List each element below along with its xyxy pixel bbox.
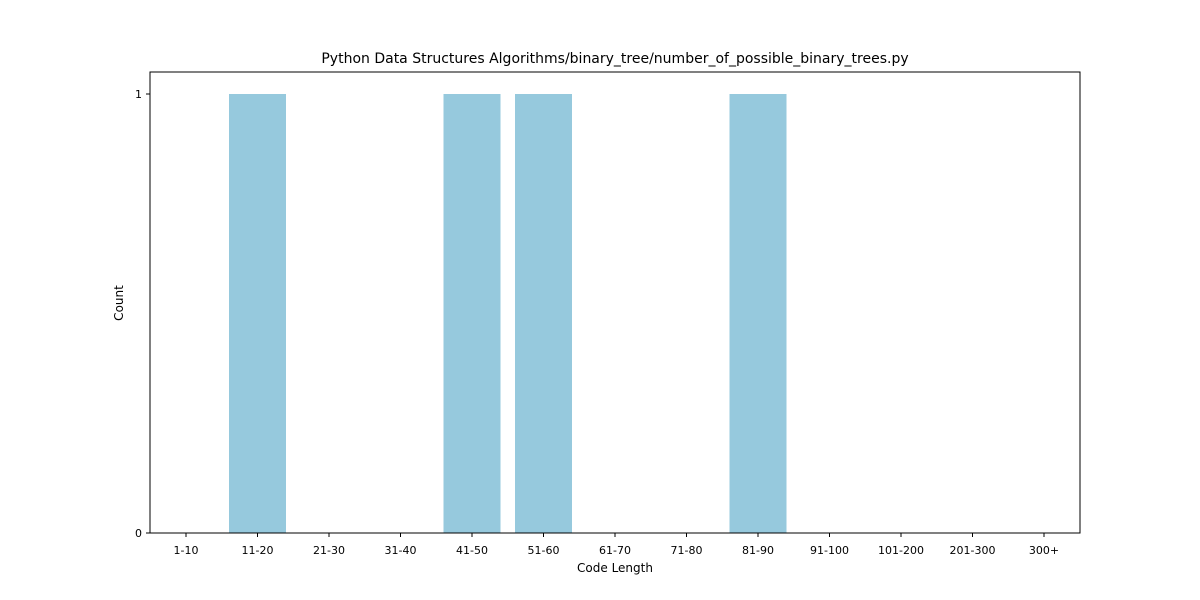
bar-81-90	[729, 94, 787, 533]
x-tick-label-61-70: 61-70	[599, 544, 631, 557]
x-tick-label-51-60: 51-60	[528, 544, 560, 557]
bars-layer	[229, 94, 787, 533]
plot-frame	[149, 71, 1081, 534]
bar-11-20	[229, 94, 286, 533]
x-tick-label-1-10: 1-10	[174, 544, 199, 557]
x-tick-label-71-80: 71-80	[671, 544, 703, 557]
y-axis-label: Count	[112, 285, 126, 321]
x-tick-label-11-20: 11-20	[242, 544, 274, 557]
x-axis-ticks: 1-10 11-20 21-30 31-40 41-50 51-60 61-70 71-80 8…	[174, 533, 1059, 557]
x-axis-label: Code Length	[577, 561, 653, 575]
x-tick-label-201-300: 201-300	[950, 544, 996, 557]
y-axis-ticks: 01	[135, 88, 150, 540]
x-tick-label-21-30: 21-30	[313, 544, 345, 557]
x-tick-label-101-200: 101-200	[878, 544, 924, 557]
chart-title: Python Data Structures Algorithms/binary…	[321, 51, 908, 67]
bar-41-50	[443, 94, 501, 533]
y-tick-label-1: 1	[135, 88, 142, 101]
x-tick-label-31-40: 31-40	[385, 544, 417, 557]
x-tick-label-41-50: 41-50	[456, 544, 488, 557]
y-tick-label-0: 0	[135, 527, 142, 540]
x-tick-label-300-plus: 300+	[1029, 544, 1059, 557]
bar-51-60	[515, 94, 572, 533]
x-tick-label-91-100: 91-100	[810, 544, 849, 557]
x-tick-label-81-90: 81-90	[742, 544, 774, 557]
